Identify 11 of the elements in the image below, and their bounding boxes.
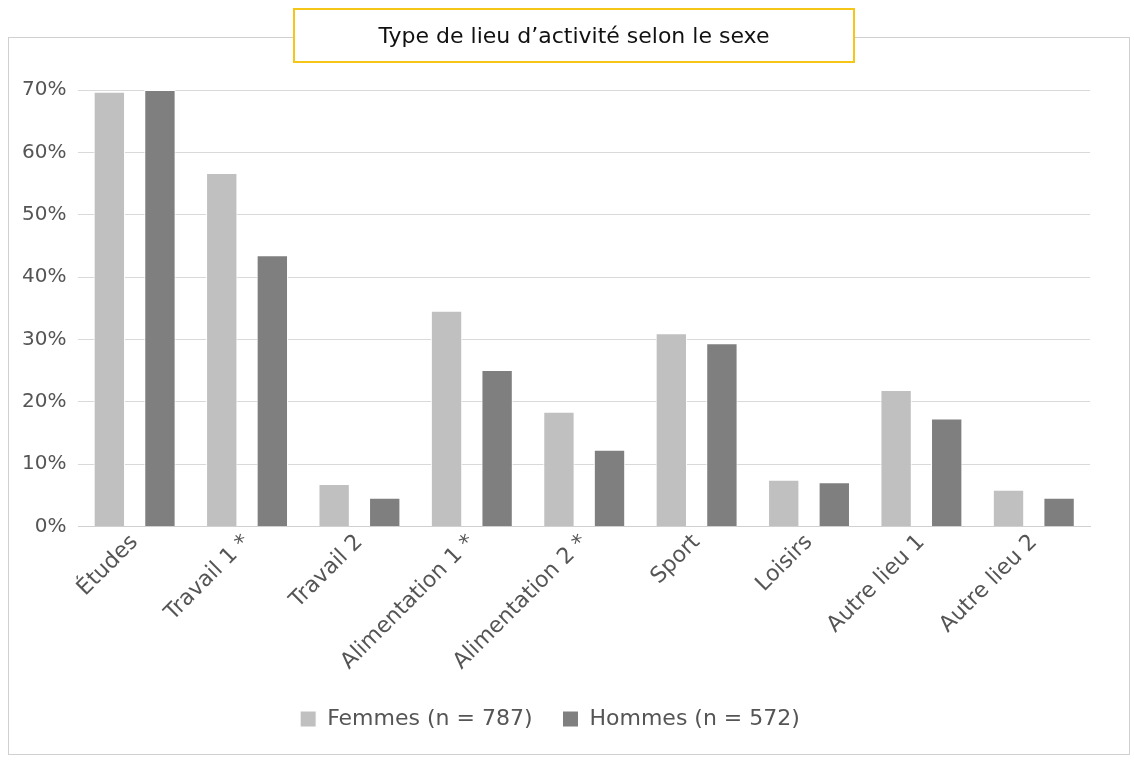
legend-label: Hommes (n = 572) <box>589 704 800 730</box>
legend-label: Femmes (n = 787) <box>327 704 533 730</box>
y-tick-label: 30% <box>22 325 67 350</box>
chart-title: Type de lieu d’activité selon le sexe <box>293 8 855 63</box>
y-tick-label: 20% <box>22 387 67 412</box>
y-tick-label: 50% <box>22 200 67 225</box>
y-tick-label: 40% <box>22 263 67 288</box>
y-tick-label: 10% <box>22 450 67 475</box>
y-tick-label: 0% <box>34 512 67 537</box>
y-tick-label: 60% <box>22 138 67 163</box>
y-tick-label: 70% <box>22 76 67 101</box>
